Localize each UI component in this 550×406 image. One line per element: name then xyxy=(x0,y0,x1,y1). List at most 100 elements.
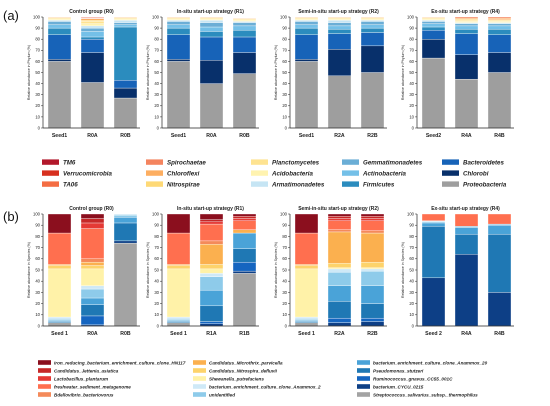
legend-swatch-candidatus-microthrix-parvicella xyxy=(193,360,206,365)
bar-segment-bacteroidetes xyxy=(421,30,446,40)
legend-swatch-freshwater-sediment-metagenome xyxy=(38,384,51,389)
bar-segment-proteobacteria xyxy=(487,72,512,129)
chart-panel-4: Ex-situ start-up strategy (R4) Relative a… xyxy=(401,9,514,139)
bar-segment-iron-reducing-bacterium-enrichment-culture-clone-hn117 xyxy=(80,213,105,219)
bar-segment-iron-reducing-bacterium-enrichment-culture-clone-hn117 xyxy=(47,213,72,234)
legend-label-unidentified: unidentified xyxy=(209,392,235,397)
bar-segment-candidatus-nitrospira-defluvii xyxy=(47,265,72,270)
y-tick-label: 20 xyxy=(282,301,287,306)
legend-swatch-iron-reducing-bacterium-enrichment-culture-clone-hn117 xyxy=(38,360,51,365)
y-tick-label: 100 xyxy=(280,14,288,19)
legend-swatch-ta06 xyxy=(42,181,59,187)
y-tick-label: 20 xyxy=(35,301,40,306)
y-tick-label: 0 xyxy=(38,323,41,328)
bar-segment-freshwater-sediment-metagenome xyxy=(327,220,352,230)
bar-segment-bacterium-enrichment-culture-clone-anammox-20 xyxy=(199,289,224,307)
bar-segment-freshwater-sediment-metagenome xyxy=(80,228,105,259)
chart-panel-8: Ex-situ start-up strategy (R4) Relative a… xyxy=(401,206,514,337)
bar-segment-lactobacillus-plantarum xyxy=(360,218,385,221)
bar-segment-lactobacillus-plantarum xyxy=(327,218,352,221)
bar-segment-freshwater-sediment-metagenome xyxy=(454,213,479,227)
y-tick-label: 40 xyxy=(35,81,40,86)
y-tick-label: 50 xyxy=(282,70,287,75)
y-tick-label: 40 xyxy=(154,279,159,284)
legend-swatch-candidatus-nitrospira-defluvii xyxy=(193,368,206,373)
y-tick-label: 0 xyxy=(157,323,160,328)
y-tick-label: 60 xyxy=(35,59,40,64)
chart-panel-1: Control group (R0) Relative abundance in … xyxy=(27,9,140,139)
bar-segment-freshwater-sediment-metagenome xyxy=(199,223,224,242)
legend-swatch-armatimonadetes xyxy=(251,181,268,187)
bar-segment-shewanella-putrefaciens xyxy=(166,268,191,318)
bar-segment-gemmatimonadetes xyxy=(113,22,138,25)
x-tick-label: Seed2 xyxy=(426,133,441,139)
bar-segment-verrucomicrobia xyxy=(80,16,105,18)
bar-segment-bacterium-enrichment-culture-clone-anammox-20 xyxy=(360,285,385,304)
bar-segment-bacterium-enrichment-culture-clone-anammox-20 xyxy=(113,217,138,224)
bar-segment-chloroflexi xyxy=(360,16,385,18)
legend-swatch-pseudomonas-stutzeri xyxy=(357,368,370,373)
x-tick-label: Seed 1 xyxy=(51,331,68,337)
bar-segment-bacteroidetes xyxy=(360,32,385,47)
legend-label-gemmatimonadetes: Gemmatimonadetes xyxy=(363,160,423,167)
bar-segment-chlorobi xyxy=(294,59,319,62)
legend-swatch-proteobacteria xyxy=(442,181,459,187)
y-tick-label: 80 xyxy=(409,37,414,42)
y-tick-label: 90 xyxy=(35,26,40,31)
y-tick-label: 50 xyxy=(409,70,414,75)
legend-swatch-bacteroidetes xyxy=(442,159,459,165)
bar-segment-bacteroidetes xyxy=(487,34,512,53)
x-tick-label: Seed 1 xyxy=(298,331,315,337)
x-tick-label: R0A xyxy=(87,133,98,139)
bar-segment-firmicutes xyxy=(360,27,385,33)
bar-segment-freshwater-sediment-metagenome xyxy=(360,220,385,231)
bar-segment-bdellovibrio-bacteriovorus xyxy=(360,230,385,234)
bar-segment-freshwater-sediment-metagenome xyxy=(47,232,72,265)
bar-segment-proteobacteria xyxy=(80,82,105,129)
bar-segment-bacterium-cycu-0215 xyxy=(454,254,479,327)
bar-segment-proteobacteria xyxy=(47,61,72,129)
bar-segment-planctomycetes xyxy=(80,21,105,24)
bar-segment-chloroflexi xyxy=(113,16,138,18)
y-tick-label: 100 xyxy=(33,211,41,216)
x-tick-label: Seed 2 xyxy=(425,331,442,337)
bar-segment-shewanella-putrefaciens xyxy=(80,268,105,286)
y-tick-label: 30 xyxy=(154,92,159,97)
bar-segment-candidatus-nitrospira-defluvii xyxy=(166,265,191,270)
y-tick-label: 50 xyxy=(154,267,159,272)
bar-segment-chloroflexi xyxy=(166,16,191,18)
bar-segment-pseudomonas-stutzeri xyxy=(360,303,385,319)
bar-segment-chlorobi xyxy=(487,52,512,73)
legend-swatch-bacterium-enrichment-culture-clone-anammox-2 xyxy=(193,384,206,389)
chart-panels: Control group (R0) Relative abundance in … xyxy=(27,9,514,337)
chart-panel-7: Semi-in-situ start-up strategy (R2) Relat… xyxy=(274,206,387,337)
legend-label-shewanella-putrefaciens: Shewanella_putrefaciens xyxy=(209,376,264,381)
bar-segment-bacterium-enrichment-culture-clone-anammox-20 xyxy=(232,232,257,249)
legend-swatch-chloroflexi xyxy=(146,170,163,176)
bar-segment-firmicutes xyxy=(232,30,257,38)
bar-segment-bacteroidetes xyxy=(232,36,257,53)
legend-label-tm6: TM6 xyxy=(63,160,76,167)
legend-swatch-candidatus-jettenia-asiatica xyxy=(38,368,51,373)
legend-label-nitrospirae: Nitrospirae xyxy=(167,182,200,189)
bar-segment-actinobacteria xyxy=(487,25,512,30)
bar-segment-pseudomonas-stutzeri xyxy=(487,233,512,293)
legend-label-verrucomicrobia: Verrucomicrobia xyxy=(63,171,113,178)
bar-segment-gemmatimonadetes xyxy=(80,27,105,32)
x-tick-label: Seed1 xyxy=(171,133,186,139)
bar-segment-chlorobi xyxy=(199,60,224,84)
legend-label-candidatus-nitrospira-defluvii: Candidatus_Nitrospira_defluvii xyxy=(209,368,278,373)
bar-segment-bdellovibrio-bacteriovorus xyxy=(199,240,224,245)
bar-segment-actinobacteria xyxy=(232,25,257,31)
bar-segment-firmicutes xyxy=(80,36,105,40)
y-tick-label: 80 xyxy=(35,234,40,239)
bar-segment-iron-reducing-bacterium-enrichment-culture-clone-hn117 xyxy=(327,213,352,217)
bar-segment-chlorobi xyxy=(454,54,479,80)
y-tick-label: 30 xyxy=(409,290,414,295)
bar-segment-gemmatimonadetes xyxy=(294,21,319,25)
legend-label-actinobacteria: Actinobacteria xyxy=(362,171,407,178)
y-tick-label: 20 xyxy=(35,103,40,108)
y-tick-label: 70 xyxy=(154,48,159,53)
y-tick-label: 0 xyxy=(412,323,415,328)
y-axis-label: Relative abundance in Species (%) xyxy=(146,242,150,298)
